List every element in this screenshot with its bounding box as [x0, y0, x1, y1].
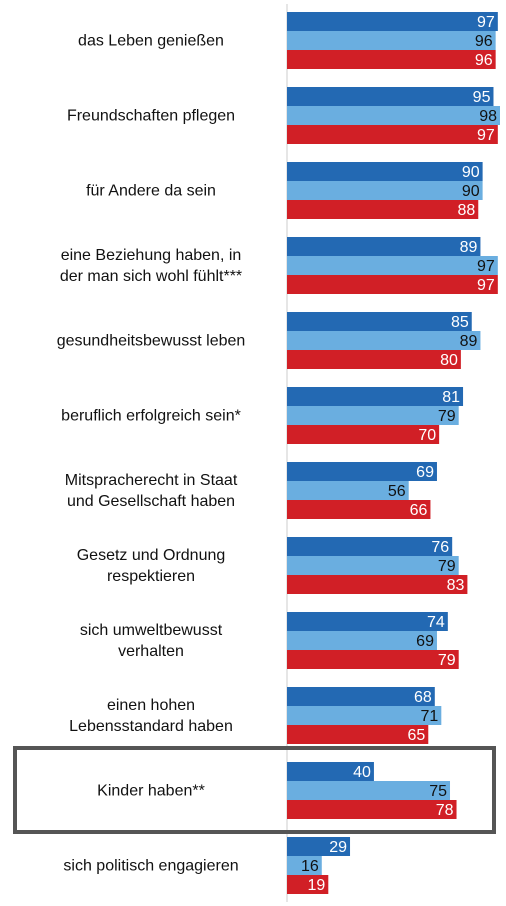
value-label: 74 — [427, 614, 445, 631]
bar — [287, 856, 322, 875]
bar — [287, 500, 431, 519]
bar — [287, 406, 459, 425]
value-label: 79 — [438, 408, 456, 425]
bar — [287, 200, 479, 219]
value-label: 96 — [475, 52, 493, 69]
bar — [287, 537, 453, 556]
value-label: 66 — [410, 502, 428, 519]
value-label: 89 — [460, 239, 478, 256]
bar — [287, 312, 472, 331]
value-label: 90 — [462, 183, 480, 200]
value-label: 69 — [416, 633, 434, 650]
value-label: 29 — [329, 839, 347, 856]
value-label: 90 — [462, 164, 480, 181]
value-label: 89 — [460, 333, 478, 350]
value-label: 65 — [407, 727, 425, 744]
value-label: 81 — [442, 389, 460, 406]
bar — [287, 725, 429, 744]
bar — [287, 462, 437, 481]
category-label: sich umweltbewusst verhalten — [79, 621, 223, 660]
category-label: für Andere da sein — [86, 182, 216, 199]
bar — [287, 781, 451, 800]
category-label: Mitspracherecht in Staat und Gesellschaf… — [64, 471, 238, 510]
value-label: 83 — [447, 577, 465, 594]
value-label: 85 — [451, 314, 469, 331]
category-label: eine Beziehung haben, in der man sich wo… — [59, 246, 243, 285]
bar — [287, 12, 498, 31]
bar — [287, 31, 496, 50]
value-label: 71 — [421, 708, 439, 725]
category-label: Kinder haben** — [97, 782, 205, 799]
value-label: 70 — [418, 427, 436, 444]
bar — [287, 162, 483, 181]
bar — [287, 106, 500, 125]
bar — [287, 387, 464, 406]
bar — [287, 331, 481, 350]
category-label: gesundheitsbewusst leben — [56, 332, 246, 349]
bar — [287, 575, 468, 594]
category-label: sich politisch engagieren — [63, 857, 239, 874]
bar — [287, 650, 459, 669]
category-label: beruflich erfolgreich sein* — [61, 407, 241, 424]
bar — [287, 425, 440, 444]
value-label: 96 — [475, 33, 493, 50]
bar — [287, 125, 498, 144]
value-label: 68 — [414, 689, 432, 706]
bar — [287, 837, 351, 856]
bar — [287, 350, 461, 369]
bar — [287, 50, 496, 69]
value-label: 80 — [440, 352, 458, 369]
value-label: 16 — [301, 858, 319, 875]
category-label: Gesetz und Ordnung respektieren — [76, 546, 226, 585]
bar — [287, 481, 409, 500]
bar — [287, 556, 459, 575]
value-label: 75 — [429, 783, 447, 800]
value-label: 56 — [388, 483, 406, 500]
bar — [287, 256, 498, 275]
value-label: 76 — [431, 539, 449, 556]
bar — [287, 237, 481, 256]
bar — [287, 612, 448, 631]
value-label: 97 — [477, 127, 495, 144]
highlight-box — [13, 746, 496, 834]
value-label: 79 — [438, 652, 456, 669]
value-label: 97 — [477, 14, 495, 31]
value-label: 97 — [477, 277, 495, 294]
value-label: 78 — [436, 802, 454, 819]
bar — [287, 87, 494, 106]
bar — [287, 800, 457, 819]
bar — [287, 875, 329, 894]
value-label: 40 — [353, 764, 371, 781]
bar — [287, 181, 483, 200]
category-label: Freundschaften pflegen — [66, 107, 236, 124]
value-label: 19 — [307, 877, 325, 894]
bar — [287, 762, 374, 781]
value-label: 69 — [416, 464, 434, 481]
bar — [287, 631, 437, 650]
value-label: 79 — [438, 558, 456, 575]
bar — [287, 275, 498, 294]
bar — [287, 706, 442, 725]
value-label: 97 — [477, 258, 495, 275]
category-label: einen hohen Lebensstandard haben — [69, 696, 233, 735]
value-label: 98 — [479, 108, 497, 125]
value-label: 95 — [473, 89, 491, 106]
bar — [287, 687, 435, 706]
category-label: das Leben genießen — [78, 32, 224, 49]
value-label: 88 — [457, 202, 475, 219]
